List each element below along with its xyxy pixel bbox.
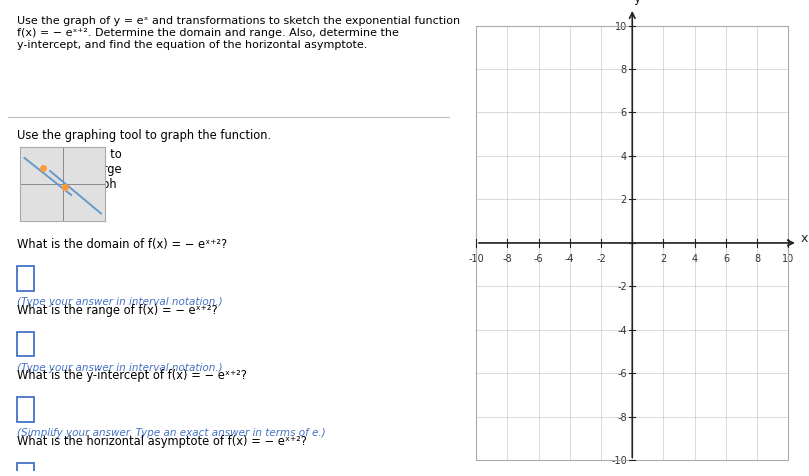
Text: 2: 2	[621, 195, 627, 205]
Text: Use the graphing tool to graph the function.: Use the graphing tool to graph the funct…	[17, 129, 271, 141]
FancyBboxPatch shape	[17, 267, 34, 291]
Text: -8: -8	[617, 412, 627, 422]
Text: What is the y-intercept of f(x) = − eˣ⁺²?: What is the y-intercept of f(x) = − eˣ⁺²…	[17, 368, 247, 382]
Text: -6: -6	[617, 368, 627, 378]
Text: 10: 10	[782, 253, 794, 263]
Text: What is the horizontal asymptote of f(x) = − eˣ⁺²?: What is the horizontal asymptote of f(x)…	[17, 434, 307, 447]
FancyBboxPatch shape	[17, 332, 34, 357]
Text: 8: 8	[621, 65, 627, 75]
Text: 4: 4	[621, 152, 627, 162]
Text: (Simplify your answer. Type an exact answer in terms of e.): (Simplify your answer. Type an exact ans…	[17, 427, 325, 437]
Text: -10: -10	[611, 456, 627, 466]
Text: -2: -2	[617, 282, 627, 292]
Text: Click to
enlarge
graph: Click to enlarge graph	[78, 148, 122, 191]
Text: x: x	[801, 231, 808, 245]
Text: 10: 10	[615, 21, 627, 31]
Text: What is the domain of f(x) = − eˣ⁺²?: What is the domain of f(x) = − eˣ⁺²?	[17, 238, 227, 251]
Text: 2: 2	[660, 253, 667, 263]
Text: -2: -2	[596, 253, 606, 263]
Text: -6: -6	[534, 253, 544, 263]
FancyBboxPatch shape	[17, 463, 34, 476]
Text: (Type your answer in interval notation.): (Type your answer in interval notation.)	[17, 297, 222, 307]
Text: Use the graph of y = eˣ and transformations to sketch the exponential function
f: Use the graph of y = eˣ and transformati…	[17, 17, 460, 50]
Text: -8: -8	[502, 253, 512, 263]
Text: -4: -4	[617, 325, 627, 335]
Text: What is the range of f(x) = − eˣ⁺²?: What is the range of f(x) = − eˣ⁺²?	[17, 303, 218, 316]
Text: 6: 6	[621, 108, 627, 118]
Text: -10: -10	[468, 253, 484, 263]
Text: -4: -4	[565, 253, 574, 263]
Text: y: y	[634, 0, 642, 5]
Text: 8: 8	[754, 253, 760, 263]
Text: 4: 4	[692, 253, 698, 263]
Text: (Type your answer in interval notation.): (Type your answer in interval notation.)	[17, 362, 222, 372]
Text: 6: 6	[723, 253, 729, 263]
FancyBboxPatch shape	[17, 397, 34, 422]
